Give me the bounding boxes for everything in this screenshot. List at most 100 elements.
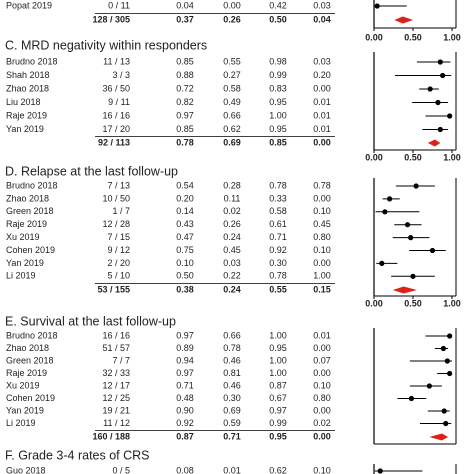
row-value: 0.89 [176, 343, 194, 353]
point-estimate [429, 247, 436, 254]
row-value: 0.22 [223, 271, 241, 281]
point-estimate [426, 383, 432, 389]
summary-value: 0.37 [176, 14, 194, 24]
row-value: 0.03 [223, 258, 241, 268]
row-value: 0.55 [223, 56, 241, 66]
study-name: Cohen 2019 [6, 245, 55, 255]
summary-value: 0.55 [269, 284, 287, 294]
row-value: 3 / 3 [112, 70, 130, 80]
row-value: 0.67 [269, 393, 287, 403]
row-value: 0.92 [269, 245, 287, 255]
summary-diamond [394, 16, 413, 24]
point-estimate [440, 72, 446, 79]
row-value: 0.30 [223, 393, 241, 403]
row-value: 32 / 33 [102, 368, 130, 378]
point-estimate [447, 113, 453, 119]
row-value: 9 / 12 [107, 245, 130, 255]
point-estimate [377, 468, 383, 474]
point-estimate [374, 3, 380, 9]
row-value: 16 / 16 [102, 110, 130, 120]
row-value: 0.02 [223, 206, 241, 216]
row-value: 11 / 12 [103, 418, 130, 428]
row-value: 0.00 [313, 258, 331, 268]
section-title: C. MRD negativity within responders [5, 38, 207, 52]
study-name: Li 2019 [6, 418, 36, 428]
row-value: 2 / 20 [107, 258, 130, 268]
row-value: 0.90 [176, 405, 194, 415]
row-value: 12 / 28 [102, 219, 130, 229]
row-value: 0.46 [223, 355, 241, 365]
study-name: Green 2018 [6, 355, 54, 365]
row-value: 0.95 [269, 97, 287, 107]
row-value: 0.71 [269, 232, 287, 242]
row-value: 0.01 [223, 465, 241, 474]
row-value: 0.00 [313, 193, 331, 203]
row-value: 0.99 [269, 418, 287, 428]
row-value: 0.97 [176, 330, 194, 340]
row-value: 0.71 [176, 380, 194, 390]
summary-value: 0.15 [313, 284, 331, 294]
summary-value: 0.71 [223, 431, 241, 441]
study-name: Guo 2018 [6, 465, 46, 474]
row-value: 0.27 [223, 70, 241, 80]
row-value: 1.00 [269, 330, 287, 340]
row-value: 0.78 [313, 180, 331, 190]
row-value: 0.07 [313, 355, 331, 365]
row-value: 0.83 [269, 83, 287, 93]
study-name: Raje 2019 [6, 368, 47, 378]
summary-value: 53 / 155 [97, 284, 130, 294]
row-value: 0.62 [223, 124, 241, 134]
summary-value: 0.38 [176, 284, 194, 294]
point-estimate [443, 420, 449, 427]
row-value: 0.87 [269, 380, 287, 390]
row-value: 0.33 [269, 193, 287, 203]
row-value: 0.61 [269, 219, 287, 229]
study-name: Brudno 2018 [6, 56, 58, 66]
row-value: 0.95 [269, 124, 287, 134]
row-value: 0.20 [313, 70, 331, 80]
row-value: 0.62 [269, 465, 287, 474]
summary-value: 0.00 [313, 431, 331, 441]
point-estimate [435, 99, 441, 106]
axis-tick-label: 0.50 [404, 32, 422, 42]
row-value: 0.48 [176, 393, 194, 403]
row-value: 1.00 [269, 110, 287, 120]
row-value: 0.10 [313, 206, 331, 216]
summary-value: 0.50 [269, 14, 287, 24]
axis-tick-label: 1.00 [443, 32, 461, 42]
axis-tick-label: 0.00 [365, 32, 383, 42]
summary-value: 0.69 [223, 137, 241, 147]
row-value: 0.02 [313, 418, 331, 428]
row-value: 0.26 [223, 219, 241, 229]
row-value: 0.03 [313, 0, 331, 10]
row-value: 0.10 [313, 465, 331, 474]
point-estimate [440, 345, 447, 352]
study-name: Zhao 2018 [6, 193, 49, 203]
study-name: Cohen 2019 [6, 393, 55, 403]
row-value: 0.99 [269, 70, 287, 80]
summary-value: 128 / 305 [92, 14, 130, 24]
row-value: 0.66 [223, 110, 241, 120]
row-value: 0.00 [313, 343, 331, 353]
point-estimate [408, 235, 414, 241]
row-value: 0.80 [313, 232, 331, 242]
row-value: 0.58 [223, 83, 241, 93]
row-value: 0.58 [269, 206, 287, 216]
row-value: 12 / 17 [102, 380, 130, 390]
row-value: 0.20 [176, 193, 194, 203]
row-value: 1.00 [313, 271, 331, 281]
row-value: 0.85 [176, 124, 194, 134]
row-value: 0.78 [269, 271, 287, 281]
row-value: 0.54 [176, 180, 194, 190]
row-value: 0.04 [176, 0, 194, 10]
row-value: 0.92 [176, 418, 194, 428]
study-name: Li 2019 [6, 271, 36, 281]
row-value: 0.01 [313, 330, 331, 340]
row-value: 7 / 15 [107, 232, 130, 242]
point-estimate [441, 408, 447, 414]
row-value: 0.00 [313, 368, 331, 378]
row-value: 0.10 [176, 258, 194, 268]
summary-value: 0.04 [313, 14, 331, 24]
axis-tick-label: 0.50 [404, 298, 422, 308]
